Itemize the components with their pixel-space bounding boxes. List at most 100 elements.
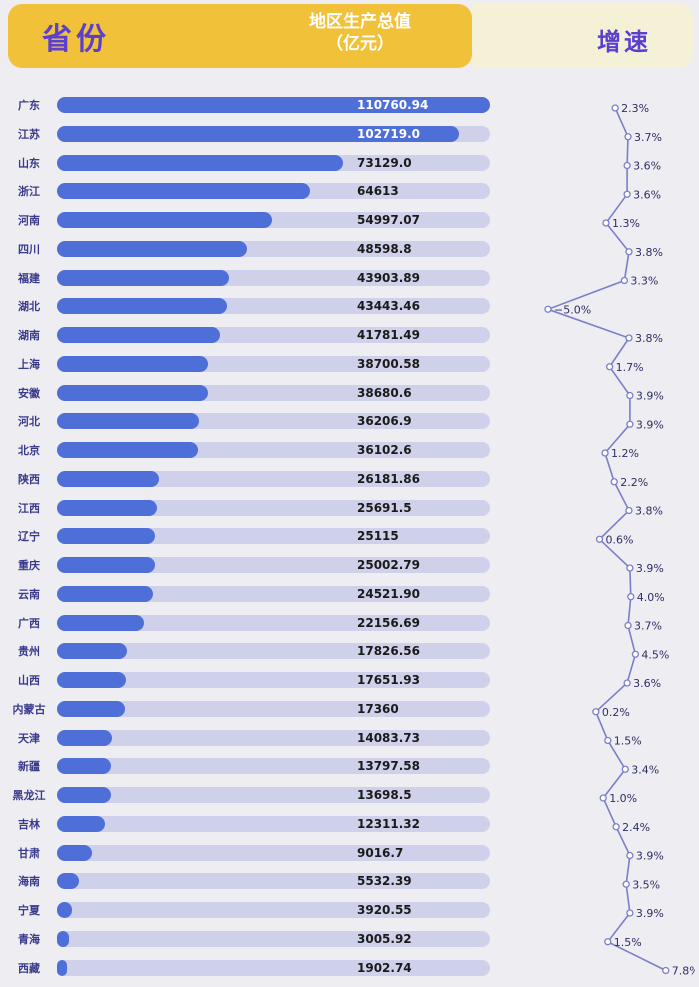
growth-label: 3.6% xyxy=(633,160,661,173)
bar-track xyxy=(57,672,490,688)
growth-label: −5.0% xyxy=(554,303,591,316)
gdp-value-label: 25691.5 xyxy=(357,500,412,515)
gdp-bar xyxy=(57,815,106,832)
gdp-bar xyxy=(57,125,459,142)
province-label: 浙江 xyxy=(18,185,40,199)
growth-point xyxy=(611,104,619,112)
gdp-column-header-line1: 地区生产总值 xyxy=(309,12,411,32)
growth-point xyxy=(626,391,634,400)
growth-label: 1.2% xyxy=(611,447,639,460)
province-label: 天津 xyxy=(18,731,40,745)
bar-track xyxy=(57,930,490,947)
province-label: 吉林 xyxy=(18,817,40,831)
gdp-bar xyxy=(57,327,221,343)
bar-track xyxy=(57,815,490,832)
gdp-bar xyxy=(57,384,209,401)
growth-point xyxy=(599,794,607,802)
growth-label: 3.7% xyxy=(634,620,662,633)
gdp-bar xyxy=(57,499,158,516)
bar-row: 重庆 25002.79 xyxy=(0,554,699,576)
gdp-value-label: 43903.89 xyxy=(357,270,421,285)
growth-label: 1.7% xyxy=(616,361,644,374)
province-label: 西藏 xyxy=(18,961,40,975)
growth-label: 4.5% xyxy=(641,648,669,661)
gdp-value-label: 14083.73 xyxy=(357,730,421,745)
province-label: 江苏 xyxy=(18,127,40,141)
gdp-bar xyxy=(57,154,343,171)
growth-label: 3.4% xyxy=(631,763,659,776)
growth-label: 2.4% xyxy=(622,821,650,834)
gdp-bar xyxy=(57,269,229,286)
gdp-value-label: 64613 xyxy=(357,184,399,199)
bar-track xyxy=(57,355,490,372)
growth-point xyxy=(625,248,633,256)
bar-row: 贵州 17826.56 xyxy=(0,640,699,662)
bar-track xyxy=(57,125,490,142)
gdp-value-label: 73129.0 xyxy=(357,155,412,170)
bar-row: 上海 38700.58 xyxy=(0,353,699,375)
province-label: 海南 xyxy=(18,875,40,889)
bar-row: 吉林 12311.32 xyxy=(0,813,699,835)
bar-track xyxy=(57,212,490,228)
gdp-value-label: 38700.58 xyxy=(357,356,421,371)
gdp-column-header: 地区生产总值 （亿元） xyxy=(275,11,445,55)
growth-point xyxy=(626,909,634,917)
gdp-bar xyxy=(57,557,155,573)
growth-label: 2.2% xyxy=(620,476,648,489)
header-band xyxy=(8,4,472,68)
growth-point xyxy=(625,506,633,515)
bar-track xyxy=(57,643,490,660)
gdp-bar xyxy=(57,183,310,200)
province-label: 青海 xyxy=(18,932,40,946)
bar-track xyxy=(57,528,490,545)
bar-track xyxy=(57,327,490,343)
growth-label: 3.3% xyxy=(630,275,658,288)
bar-row: 广西 22156.69 xyxy=(0,612,699,634)
gdp-bar xyxy=(57,700,125,717)
province-label: 内蒙古 xyxy=(12,702,46,716)
bar-track xyxy=(57,844,490,861)
bar-track xyxy=(57,240,490,257)
gdp-bar xyxy=(57,212,272,228)
growth-label: 7.8% xyxy=(672,965,695,978)
growth-point xyxy=(604,938,612,946)
bar-track xyxy=(57,97,490,113)
bar-row: 辽宁 25115 xyxy=(0,525,699,547)
bar-track xyxy=(57,585,490,602)
gdp-bar xyxy=(57,930,69,947)
growth-point xyxy=(592,708,600,716)
bar-track xyxy=(57,154,490,171)
gdp-bar xyxy=(57,240,247,257)
bar-row: 浙江 64613 xyxy=(0,180,699,202)
bar-track xyxy=(57,413,490,430)
bar-track xyxy=(57,269,490,286)
province-label: 甘肃 xyxy=(18,846,40,860)
bar-track xyxy=(57,959,490,976)
province-label: 辽宁 xyxy=(18,530,40,544)
gdp-value-label: 25115 xyxy=(357,529,399,544)
bar-track xyxy=(57,873,490,890)
bar-row: 青海 3005.92 xyxy=(0,928,699,950)
growth-point xyxy=(627,593,635,601)
gdp-value-label: 25002.79 xyxy=(357,558,421,572)
growth-label: 0.6% xyxy=(606,533,634,546)
bar-row: 天津 14083.73 xyxy=(0,727,699,749)
province-label: 福建 xyxy=(18,271,40,285)
gdp-bar xyxy=(57,873,79,890)
gdp-value-label: 17651.93 xyxy=(357,673,421,687)
bar-row: 山东 73129.0 xyxy=(0,152,699,174)
gdp-bar xyxy=(57,470,160,487)
growth-label: 3.5% xyxy=(632,878,660,891)
gdp-bar xyxy=(57,614,144,631)
bar-row: 湖北 43443.46 xyxy=(0,295,699,317)
province-label: 河南 xyxy=(18,214,40,227)
province-label: 宁夏 xyxy=(18,904,40,917)
province-label: 贵州 xyxy=(18,645,40,659)
gdp-value-label: 12311.32 xyxy=(357,816,421,831)
growth-label: 1.3% xyxy=(612,217,640,230)
growth-point xyxy=(626,420,634,428)
bar-track xyxy=(57,442,490,458)
growth-label: 0.2% xyxy=(602,706,630,719)
province-label: 安徽 xyxy=(18,386,40,400)
gdp-value-label: 102719.0 xyxy=(357,126,421,141)
